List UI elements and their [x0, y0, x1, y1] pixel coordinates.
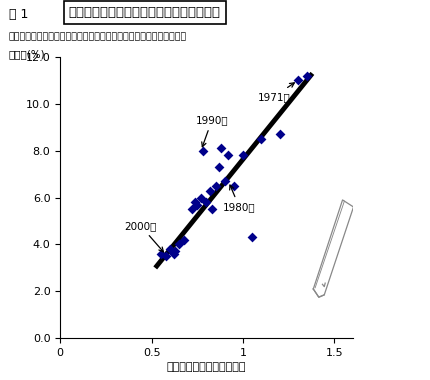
Point — [192, 199, 199, 205]
Point — [166, 246, 173, 252]
Point — [249, 234, 255, 241]
Point — [175, 241, 182, 247]
Point — [240, 152, 246, 158]
Text: 2000年: 2000年 — [124, 221, 163, 252]
Text: 開業率(%): 開業率(%) — [9, 49, 45, 59]
Point — [304, 73, 310, 79]
Point — [225, 152, 232, 158]
Point — [295, 78, 301, 84]
Point — [221, 178, 228, 184]
X-axis label: 事業者対被雇用者収入比率: 事業者対被雇用者収入比率 — [167, 362, 246, 372]
Point — [206, 188, 213, 194]
Point — [216, 164, 223, 170]
Point — [218, 146, 224, 152]
Point — [200, 148, 206, 154]
Point — [194, 201, 201, 207]
Point — [181, 237, 188, 243]
Point — [188, 206, 195, 212]
Point — [212, 183, 219, 189]
Text: 1980年: 1980年 — [223, 185, 255, 212]
Text: 図 1: 図 1 — [9, 8, 28, 21]
Point — [163, 253, 169, 259]
Point — [170, 251, 177, 257]
Point — [230, 183, 237, 189]
Text: 開業率と事業者対被雇用者収入比率の関係: 開業率と事業者対被雇用者収入比率の関係 — [69, 6, 221, 19]
Text: 1990年: 1990年 — [196, 115, 228, 147]
Text: 1971年: 1971年 — [258, 83, 295, 102]
Point — [172, 249, 179, 255]
Point — [197, 195, 204, 201]
Point — [258, 136, 265, 142]
Point — [203, 199, 210, 205]
Point — [157, 251, 164, 257]
Point — [209, 206, 215, 212]
Point — [276, 131, 283, 138]
Text: ～事業者対被雇用者収入比率と開業率には正の相関関係が見られる～: ～事業者対被雇用者収入比率と開業率には正の相関関係が見られる～ — [9, 32, 187, 41]
